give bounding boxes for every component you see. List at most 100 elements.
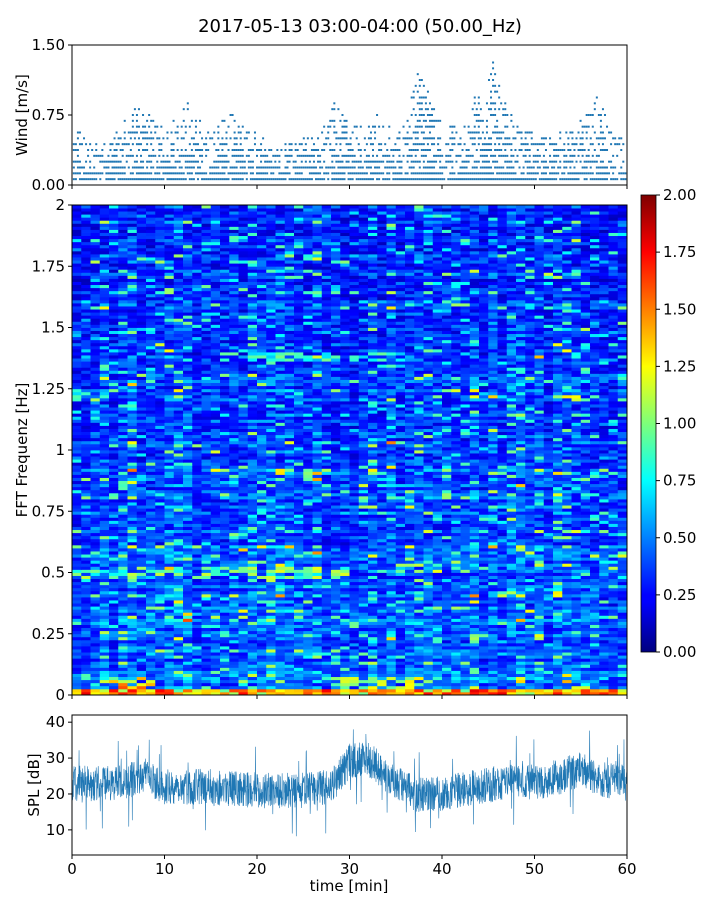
spectrogram-cell — [543, 563, 554, 567]
wind-point — [341, 166, 344, 169]
spectrogram-cell — [164, 548, 175, 552]
wind-panel: 0.000.751.50 Wind [m/s] — [13, 36, 628, 194]
wind-point — [312, 154, 315, 157]
spectrogram-cell — [460, 658, 471, 662]
spectrogram-cell — [405, 661, 415, 665]
spectrogram-cell — [469, 535, 480, 540]
spectrogram-cell — [210, 609, 221, 613]
spectrogram-cell — [146, 529, 156, 534]
spectrogram-cell — [331, 649, 341, 653]
spectrogram-cell — [173, 575, 184, 580]
spectrogram-cell — [312, 535, 323, 540]
spectrogram-cell — [192, 642, 203, 647]
spectrogram-cell — [562, 658, 573, 662]
spectrogram-cell — [488, 535, 499, 540]
wind-point — [268, 166, 271, 169]
spectrogram-cell — [303, 554, 314, 558]
spectrogram-cell — [432, 581, 443, 586]
spectrogram-cell — [81, 532, 92, 537]
spectrogram-cell — [220, 646, 230, 650]
spectrogram-cell — [571, 541, 582, 546]
spectrogram-cell — [303, 621, 314, 625]
spectrogram-cell — [164, 551, 175, 555]
wind-point — [532, 143, 535, 146]
spectrogram-cell — [553, 633, 563, 638]
spectrogram-cell — [553, 691, 563, 695]
wind-point — [549, 137, 552, 140]
spectrogram-cell — [580, 593, 591, 598]
spectrogram-cell — [479, 664, 489, 668]
spectrogram-cell — [321, 658, 332, 662]
spectrogram-cell — [118, 538, 129, 543]
spectrogram-cell — [210, 658, 221, 662]
spectrogram-cell — [210, 679, 221, 684]
spectrogram-cell — [99, 661, 110, 665]
spectrogram-cell — [146, 544, 156, 549]
spectrogram-cell — [275, 606, 286, 610]
spectrogram-cell — [590, 670, 600, 674]
spectrogram-cell — [303, 572, 314, 576]
spectrogram-cell — [479, 673, 489, 678]
spectrogram-cell — [127, 609, 138, 613]
spectrogram-cell — [303, 664, 314, 668]
wind-point — [414, 125, 417, 128]
spectrogram-cell — [275, 667, 286, 671]
spectrogram-cell — [460, 636, 471, 641]
spectrogram-cell — [580, 600, 591, 604]
spectrogram-cell — [516, 612, 526, 616]
spectrogram-cell — [136, 612, 147, 616]
spectrogram-cell — [423, 551, 434, 555]
spectrogram-cell — [238, 627, 249, 632]
spectrogram-cell — [210, 581, 221, 586]
spectrogram-cell — [442, 569, 452, 573]
wind-point — [504, 154, 507, 157]
spectrogram-cell — [479, 532, 489, 537]
spectrogram-cell — [331, 661, 341, 665]
spectrogram-cell — [266, 563, 277, 567]
spectrogram-cell — [303, 603, 314, 607]
wind-point — [424, 166, 427, 169]
spectrogram-cell — [358, 649, 369, 653]
spectrogram-cell — [210, 603, 221, 607]
spectrogram-cell — [331, 670, 341, 674]
spectrogram-cell — [99, 597, 110, 601]
wind-point — [135, 143, 138, 146]
wind-point — [229, 137, 232, 140]
wind-point — [76, 172, 79, 175]
wind-point — [294, 166, 297, 169]
spectrogram-cell — [294, 590, 304, 595]
spectrogram-cell — [460, 541, 471, 546]
spectrogram-cell — [220, 593, 230, 598]
wind-point — [388, 172, 391, 175]
wind-point — [603, 166, 606, 169]
wind-point — [286, 160, 289, 163]
wind-point — [184, 160, 187, 163]
spectrogram-cell — [210, 673, 221, 678]
spectrogram-cell — [81, 630, 92, 635]
spectrogram-cell — [155, 532, 166, 537]
wind-point — [209, 172, 212, 175]
wind-point — [569, 149, 572, 151]
wind-point — [170, 143, 173, 146]
wind-point — [369, 160, 372, 163]
spectrogram-cell — [118, 658, 129, 662]
wind-point — [567, 143, 570, 146]
spectrogram-cell — [358, 639, 369, 644]
wind-point — [569, 178, 572, 181]
wind-point — [490, 137, 493, 140]
wind-point — [146, 178, 149, 181]
spectrogram-cell — [284, 612, 295, 616]
wind-point — [494, 114, 497, 116]
wind-point — [196, 166, 199, 169]
spectrogram-cell — [488, 609, 499, 613]
spectrogram-cell — [469, 661, 480, 665]
spectrogram-cell — [183, 526, 193, 531]
wind-point — [174, 160, 177, 163]
spectrogram-cell — [516, 544, 526, 549]
spectrogram-cell — [331, 688, 341, 693]
spectrogram-cell — [395, 593, 406, 598]
spectrogram-cell — [257, 538, 267, 543]
spectrogram-cell — [580, 621, 591, 625]
spectrogram-cell — [164, 590, 175, 595]
spectrogram-cell — [617, 667, 627, 671]
